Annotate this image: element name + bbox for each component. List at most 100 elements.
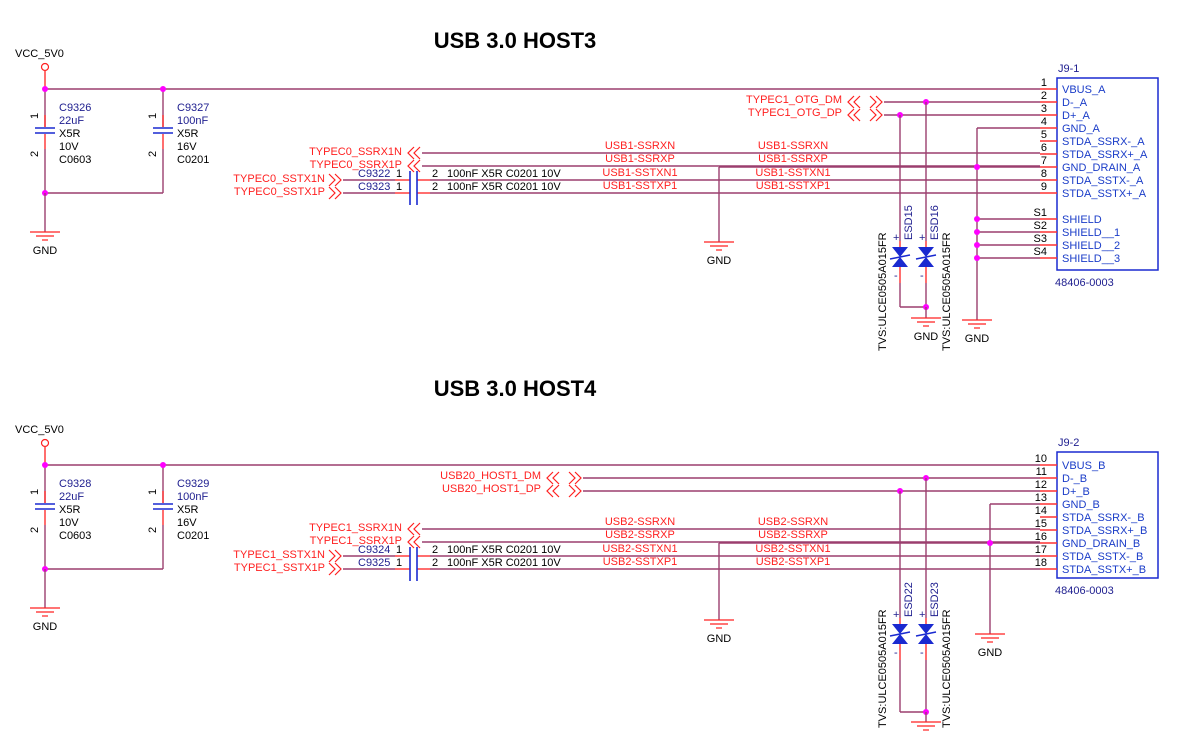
capacitor-value: 22uF — [59, 491, 84, 503]
junction-dot — [42, 86, 48, 92]
junction-dot — [974, 229, 980, 235]
ground-label: GND — [707, 255, 732, 267]
esd-minus: - — [920, 647, 924, 659]
capacitor-value: 100nF — [177, 115, 208, 127]
net-label: USB1-SSTXN1 — [755, 167, 830, 179]
pin-number: 4 — [1041, 116, 1047, 128]
capacitor-package: C0201 — [177, 154, 209, 166]
connector-ref: J9-2 — [1058, 437, 1079, 449]
esd-diode: + - ESD22 TVS:ULCE0505A015FR — [877, 491, 915, 728]
offpage-connector-icon — [328, 173, 342, 187]
pin-number: 2 — [147, 151, 159, 157]
ac-capacitor-spec: 100nF X5R C0201 10V — [447, 544, 561, 556]
pin-number: 17 — [1035, 544, 1047, 556]
pin-number: 16 — [1035, 531, 1047, 543]
pin-number: 2 — [29, 151, 41, 157]
offpage-connector-icon — [568, 484, 582, 498]
usb-connector: J9-1 48406-0003 1 VBUS_A 2 D-_A 3 D+_A 4 GND_A 5 ST… — [1034, 63, 1159, 289]
rx-port-label: TYPEC1_SSRX1N — [309, 522, 402, 534]
pin-number: 1 — [396, 181, 402, 193]
net-label: USB1-SSTXP1 — [603, 180, 678, 192]
power-label: VCC_5V0 — [15, 48, 64, 60]
tx-port-label: TYPEC0_SSTX1N — [233, 173, 325, 185]
section-host3: USB 3.0 HOST3VCC_5V012C932622uFX5R10VC06… — [15, 28, 1159, 351]
connector-part: 48406-0003 — [1055, 585, 1114, 597]
esd-ref: ESD15 — [903, 205, 915, 240]
net-label: USB2-SSRXP — [605, 529, 675, 541]
otg-port-label: USB20_HOST1_DP — [442, 483, 541, 495]
offpage-connector-icon — [407, 146, 421, 160]
junction-dot — [974, 216, 980, 222]
pin-name: D+_B — [1062, 486, 1090, 498]
capacitor-voltage: 10V — [59, 517, 79, 529]
ground-symbol — [962, 319, 992, 329]
ac-capacitor-spec: 100nF X5R C0201 10V — [447, 181, 561, 193]
ground-label: GND — [33, 245, 58, 257]
pin-number: S4 — [1034, 246, 1047, 258]
pin-name: STDA_SSRX+_A — [1062, 149, 1148, 161]
ground-label: GND — [978, 647, 1003, 659]
pin-number: 2 — [432, 557, 438, 569]
esd-minus: - — [894, 647, 898, 659]
net-label: USB1-SSTXP1 — [756, 180, 831, 192]
offpage-connector-icon — [847, 95, 861, 109]
pin-number: 1 — [29, 489, 41, 495]
pin-number: 7 — [1041, 155, 1047, 167]
esd-plus: + — [893, 232, 899, 244]
pin-number: S1 — [1034, 207, 1047, 219]
section-host4: USB 3.0 HOST4VCC_5V012C932822uFX5R10VC06… — [15, 376, 1159, 731]
offpage-connector-icon — [869, 95, 883, 109]
pin-number: 1 — [29, 113, 41, 119]
net-label: USB1-SSRXP — [758, 153, 828, 165]
pin-name: SHIELD__2 — [1062, 240, 1120, 252]
tx-port-label: TYPEC1_SSTX1P — [234, 562, 325, 574]
offpage-connector-icon — [328, 186, 342, 200]
diode-bar — [889, 631, 911, 637]
pin-number: 1 — [396, 557, 402, 569]
esd-ref: ESD23 — [929, 582, 941, 617]
capacitor-dielectric: X5R — [59, 504, 80, 516]
net-label: USB2-SSTXN1 — [602, 543, 677, 555]
capacitor-value: 22uF — [59, 115, 84, 127]
esd-part: TVS:ULCE0505A015FR — [941, 609, 953, 728]
pin-number: 12 — [1035, 479, 1047, 491]
junction-dot — [42, 462, 48, 468]
pin-number: 2 — [29, 527, 41, 533]
esd-plus: + — [893, 609, 899, 621]
net-label: USB2-SSTXP1 — [756, 556, 831, 568]
capacitor-package: C0201 — [177, 530, 209, 542]
pin-number: 8 — [1041, 168, 1047, 180]
ground-symbol — [30, 231, 60, 241]
esd-part: TVS:ULCE0505A015FR — [877, 232, 889, 351]
rx-port-label: TYPEC1_SSRX1P — [310, 535, 402, 547]
pin-number: S3 — [1034, 233, 1047, 245]
esd-minus: - — [920, 270, 924, 282]
offpage-connector-icon — [407, 535, 421, 549]
pin-name: SHIELD__1 — [1062, 227, 1120, 239]
capacitor-dielectric: X5R — [59, 128, 80, 140]
otg-port-label: USB20_HOST1_DM — [440, 470, 541, 482]
offpage-connector-icon — [407, 522, 421, 536]
pin-number: 18 — [1035, 557, 1047, 569]
otg-port-label: TYPEC1_OTG_DP — [748, 107, 842, 119]
capacitor-ref: C9326 — [59, 102, 91, 114]
pin-number: 1 — [147, 489, 159, 495]
ac-capacitor-ref: C9325 — [358, 557, 390, 569]
pin-name: D-_B — [1062, 473, 1087, 485]
pin-number: 1 — [147, 113, 159, 119]
pin-name: VBUS_B — [1062, 460, 1105, 472]
pin-name: GND_DRAIN_B — [1062, 538, 1140, 550]
esd-part: TVS:ULCE0505A015FR — [877, 609, 889, 728]
pin-name: GND_DRAIN_A — [1062, 162, 1141, 174]
capacitor-voltage: 16V — [177, 141, 197, 153]
ground-symbol — [704, 241, 734, 251]
junction-dot — [974, 242, 980, 248]
offpage-connector-icon — [847, 108, 861, 122]
ground-symbol — [911, 721, 941, 731]
junction-dot — [987, 540, 993, 546]
pin-name: D+_A — [1062, 110, 1090, 122]
net-label: USB1-SSRXP — [605, 153, 675, 165]
net-label: USB1-SSTXN1 — [602, 167, 677, 179]
